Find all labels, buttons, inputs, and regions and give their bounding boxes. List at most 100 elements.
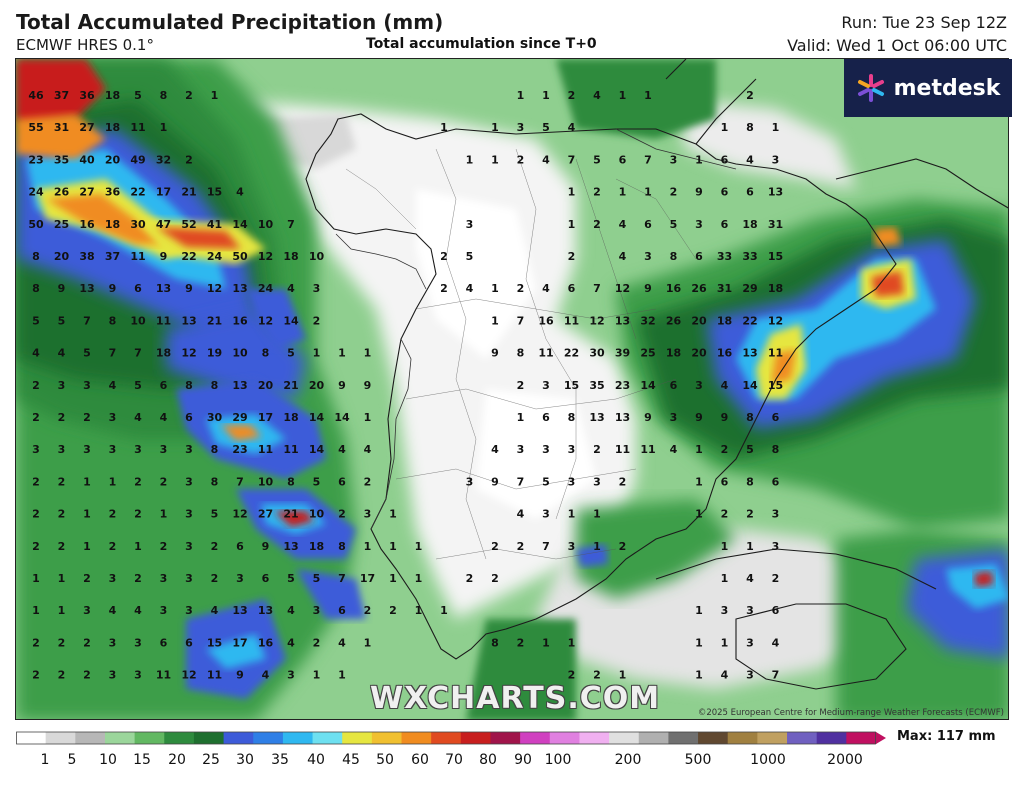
precip-value-label: 4: [287, 604, 295, 617]
precip-value-label: 1: [746, 540, 754, 553]
precip-value-label: 24: [207, 250, 223, 263]
legend-tick-label: 50: [376, 752, 394, 768]
precip-value-label: 11: [156, 314, 171, 327]
precip-value-label: 5: [746, 443, 754, 456]
precip-value-label: 3: [542, 508, 550, 521]
precip-value-label: 1: [58, 572, 66, 585]
precip-value-label: 16: [538, 314, 554, 327]
precip-value-label: 21: [283, 508, 298, 521]
colorbar-swatch: [371, 732, 403, 744]
precip-value-label: 3: [185, 443, 193, 456]
precip-value-label: 24: [28, 186, 44, 199]
precip-value-label: 20: [309, 379, 325, 392]
colorbar-swatch: [490, 732, 521, 744]
precip-value-label: 8: [746, 121, 754, 134]
precip-value-label: 3: [185, 540, 193, 553]
precip-value-label: 2: [619, 540, 627, 553]
colorbar-swatch: [431, 732, 462, 744]
precip-value-label: 4: [338, 636, 346, 649]
colorbar-extend-arrow: [876, 732, 886, 744]
precip-value-label: 4: [542, 282, 550, 295]
precip-value-label: 1: [491, 121, 499, 134]
wxcharts-watermark: WXCHARTS.COM: [370, 681, 661, 716]
precip-value-label: 14: [283, 314, 299, 327]
precip-value-label: 50: [28, 218, 44, 231]
precip-value-label: 37: [105, 250, 120, 263]
precip-value-label: 5: [287, 572, 295, 585]
precip-value-label: 49: [130, 153, 145, 166]
precip-value-label: 23: [28, 153, 43, 166]
precip-value-label: 3: [721, 604, 729, 617]
precip-value-label: 3: [568, 540, 576, 553]
precip-value-label: 3: [236, 572, 244, 585]
precip-value-label: 2: [364, 475, 372, 488]
precip-value-label: 15: [207, 636, 222, 649]
precip-value-label: 2: [134, 508, 142, 521]
precip-value-label: 6: [772, 604, 780, 617]
precip-value-label: 2: [313, 314, 321, 327]
precip-value-label: 7: [593, 282, 601, 295]
precip-value-label: 18: [156, 347, 171, 360]
precip-value-label: 1: [415, 604, 423, 617]
precip-value-label: 1: [338, 347, 346, 360]
precip-value-label: 33: [742, 250, 757, 263]
precip-value-label: 2: [32, 475, 40, 488]
precip-value-label: 20: [691, 314, 707, 327]
legend-tick-label: 35: [271, 752, 289, 768]
precip-value-label: 7: [338, 572, 346, 585]
precip-value-label: 13: [258, 604, 273, 617]
precip-value-label: 3: [542, 379, 550, 392]
legend-colorbar: [16, 731, 886, 745]
precip-value-label: 32: [156, 153, 171, 166]
colorbar-swatch: [609, 732, 640, 744]
precip-value-label: 6: [721, 218, 729, 231]
precip-value-label: 24: [258, 282, 274, 295]
precip-value-label: 1: [517, 411, 525, 424]
colorbar-swatch: [549, 732, 580, 744]
precip-value-label: 30: [589, 347, 605, 360]
precip-value-label: 2: [338, 508, 346, 521]
precip-value-label: 14: [742, 379, 758, 392]
precip-value-label: 2: [721, 508, 729, 521]
colorbar-border: [16, 731, 876, 745]
precip-value-label: 11: [207, 669, 222, 682]
colorbar-swatch: [45, 732, 76, 744]
precip-value-label: 1: [593, 508, 601, 521]
precip-value-label: 4: [721, 379, 729, 392]
precip-value-label: 16: [717, 347, 733, 360]
precip-value-label: 3: [746, 669, 754, 682]
precip-value-label: 3: [109, 572, 117, 585]
precip-value-label: 5: [466, 250, 474, 263]
precip-value-label: 18: [105, 89, 120, 102]
precipitation-map[interactable]: 46 37 36 18 5 8 2 1 1 1 2 4 1 1 2 55 31 27 18 11 1 1 1 3 5 4 1 8 1 23…: [15, 58, 1009, 720]
precip-value-label: 1: [644, 89, 652, 102]
precip-value-label: 1: [619, 89, 627, 102]
legend-tick-label: 40: [307, 752, 325, 768]
precip-value-label: 7: [568, 153, 576, 166]
precip-value-label: 1: [83, 540, 91, 553]
precip-value-label: 8: [211, 475, 219, 488]
precip-value-label: 11: [640, 443, 655, 456]
precip-value-label: 11: [130, 121, 145, 134]
valid-time: Valid: Wed 1 Oct 06:00 UTC: [787, 36, 1007, 55]
precip-value-label: 18: [666, 347, 681, 360]
precip-value-label: 7: [109, 347, 117, 360]
legend-tick-label: 500: [684, 752, 712, 768]
precip-value-label: 8: [185, 379, 193, 392]
precip-value-label: 6: [185, 411, 193, 424]
precip-value-label: 1: [466, 153, 474, 166]
precip-value-label: 25: [54, 218, 69, 231]
precip-value-label: 21: [283, 379, 298, 392]
precip-value-label: 18: [717, 314, 732, 327]
precip-value-label: 2: [568, 250, 576, 263]
precip-value-label: 2: [593, 669, 601, 682]
precip-value-label: 2: [58, 475, 66, 488]
precip-value-label: 11: [258, 443, 273, 456]
colorbar-swatch: [223, 732, 254, 744]
legend-tick-label: 100: [544, 752, 572, 768]
precip-value-label: 3: [134, 443, 142, 456]
precip-value-label: 9: [160, 250, 168, 263]
precip-value-label: 12: [181, 669, 196, 682]
precip-value-label: 8: [772, 443, 780, 456]
precip-value-label: 11: [768, 347, 783, 360]
